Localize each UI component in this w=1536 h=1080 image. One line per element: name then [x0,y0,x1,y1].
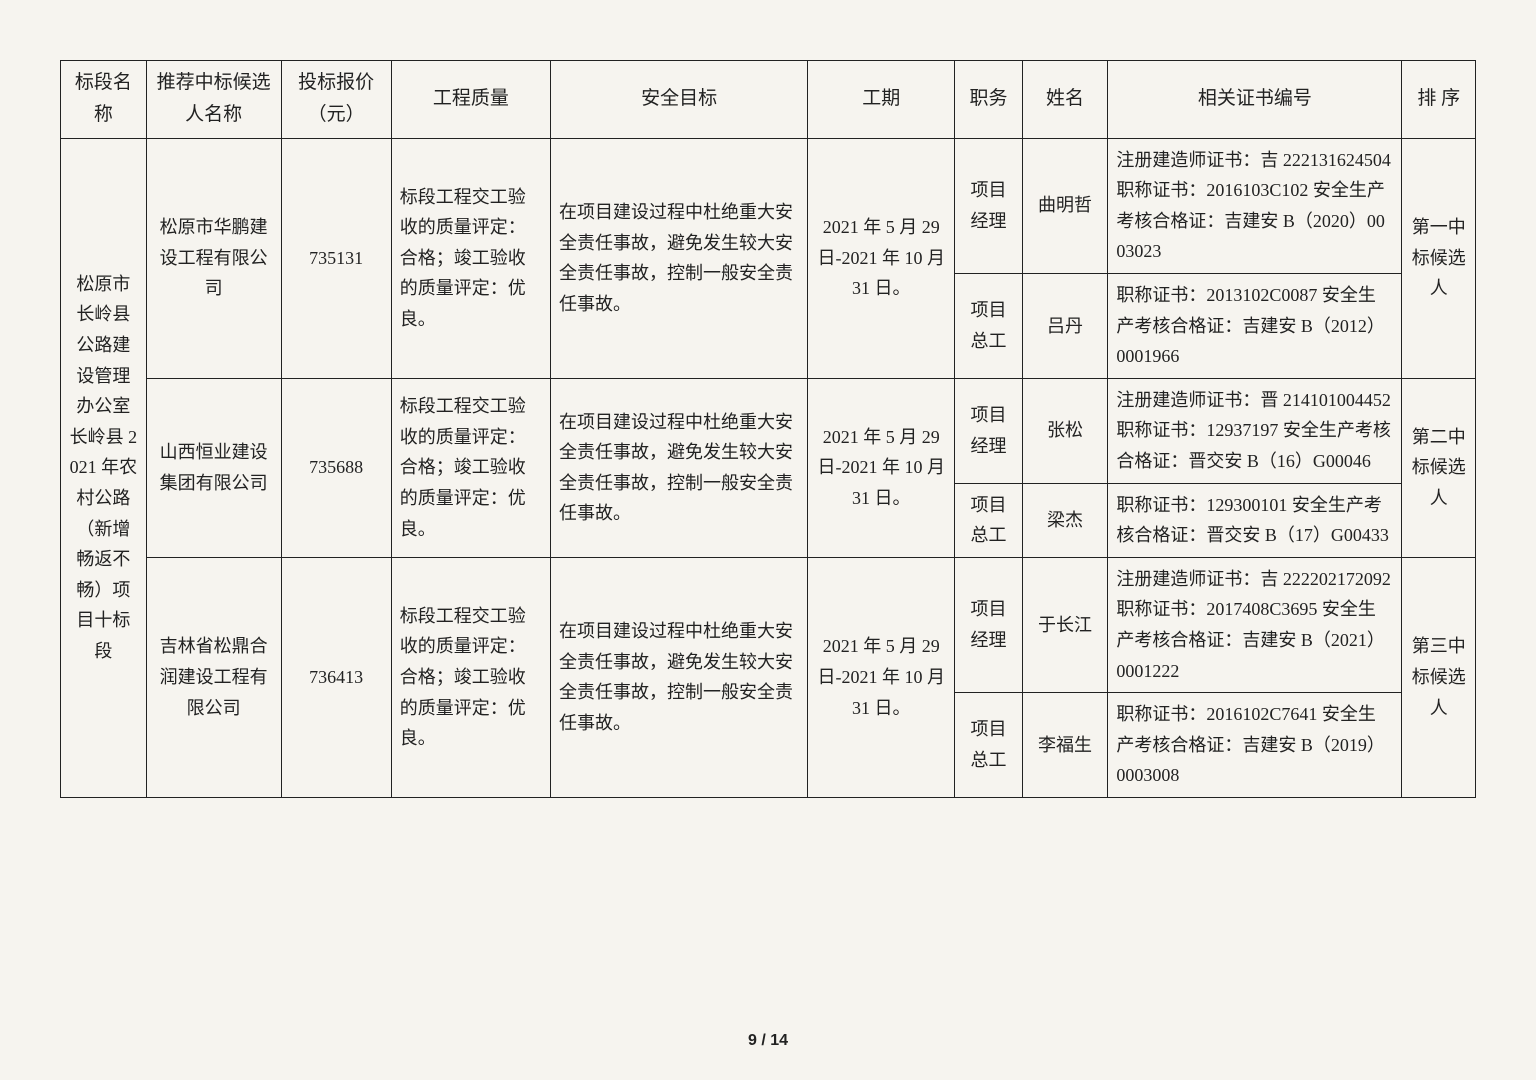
cell-quality: 标段工程交工验收的质量评定：合格；竣工验收的质量评定：优良。 [391,378,550,557]
cell-cert: 职称证书：129300101 安全生产考核合格证：晋交安 B（17）G00433 [1108,483,1402,557]
cell-rank: 第一中标候选人 [1402,138,1476,378]
cell-company: 吉林省松鼎合润建设工程有限公司 [146,557,281,797]
cell-bid: 736413 [281,557,391,797]
cell-rank: 第二中标候选人 [1402,378,1476,557]
cell-cert: 职称证书：2013102C0087 安全生产考核合格证：吉建安 B（2012）0… [1108,273,1402,378]
cell-bid: 735688 [281,378,391,557]
cell-name: 于长江 [1022,557,1108,692]
cell-role: 项目总工 [955,273,1022,378]
cell-name: 曲明哲 [1022,138,1108,273]
cell-period: 2021 年 5 月 29 日-2021 年 10 月 31 日。 [808,557,955,797]
page-number: 9 / 14 [0,1032,1536,1050]
cell-safety: 在项目建设过程中杜绝重大安全责任事故，避免发生较大安全责任事故，控制一般安全责任… [551,138,808,378]
cell-period: 2021 年 5 月 29 日-2021 年 10 月 31 日。 [808,138,955,378]
table-row: 松原市长岭县公路建设管理办公室长岭县 2021 年农村公路（新增畅返不畅）项目十… [61,138,1476,273]
cell-safety: 在项目建设过程中杜绝重大安全责任事故，避免发生较大安全责任事故，控制一般安全责任… [551,378,808,557]
col-header-cert: 相关证书编号 [1108,61,1402,139]
cell-role: 项目经理 [955,138,1022,273]
col-header-section: 标段名称 [61,61,147,139]
cell-name: 李福生 [1022,693,1108,798]
cell-name: 梁杰 [1022,483,1108,557]
cell-bid: 735131 [281,138,391,378]
cell-quality: 标段工程交工验收的质量评定：合格；竣工验收的质量评定：优良。 [391,138,550,378]
cell-cert: 职称证书：2016102C7641 安全生产考核合格证：吉建安 B（2019）0… [1108,693,1402,798]
col-header-name: 姓名 [1022,61,1108,139]
table-row: 吉林省松鼎合润建设工程有限公司 736413 标段工程交工验收的质量评定：合格；… [61,557,1476,692]
cell-rank: 第三中标候选人 [1402,557,1476,797]
cell-company: 山西恒业建设集团有限公司 [146,378,281,557]
cell-cert: 注册建造师证书：吉 222202172092 职称证书：2017408C3695… [1108,557,1402,692]
table-row: 山西恒业建设集团有限公司 735688 标段工程交工验收的质量评定：合格；竣工验… [61,378,1476,483]
cell-quality: 标段工程交工验收的质量评定：合格；竣工验收的质量评定：优良。 [391,557,550,797]
col-header-bid: 投标报价（元） [281,61,391,139]
cell-cert: 注册建造师证书：吉 222131624504 职称证书：2016103C102 … [1108,138,1402,273]
table-header-row: 标段名称 推荐中标候选人名称 投标报价（元） 工程质量 安全目标 工期 职务 姓… [61,61,1476,139]
page: 标段名称 推荐中标候选人名称 投标报价（元） 工程质量 安全目标 工期 职务 姓… [0,0,1536,1080]
cell-cert: 注册建造师证书：晋 214101004452 职称证书：12937197 安全生… [1108,378,1402,483]
cell-role: 项目总工 [955,693,1022,798]
cell-role: 项目经理 [955,557,1022,692]
col-header-role: 职务 [955,61,1022,139]
col-header-rank: 排 序 [1402,61,1476,139]
cell-company: 松原市华鹏建设工程有限公司 [146,138,281,378]
cell-name: 张松 [1022,378,1108,483]
cell-section-name: 松原市长岭县公路建设管理办公室长岭县 2021 年农村公路（新增畅返不畅）项目十… [61,138,147,797]
cell-role: 项目经理 [955,378,1022,483]
cell-period: 2021 年 5 月 29 日-2021 年 10 月 31 日。 [808,378,955,557]
cell-safety: 在项目建设过程中杜绝重大安全责任事故，避免发生较大安全责任事故，控制一般安全责任… [551,557,808,797]
cell-role: 项目总工 [955,483,1022,557]
cell-name: 吕丹 [1022,273,1108,378]
col-header-candidate: 推荐中标候选人名称 [146,61,281,139]
col-header-quality: 工程质量 [391,61,550,139]
bid-candidates-table: 标段名称 推荐中标候选人名称 投标报价（元） 工程质量 安全目标 工期 职务 姓… [60,60,1476,798]
col-header-period: 工期 [808,61,955,139]
col-header-safety: 安全目标 [551,61,808,139]
